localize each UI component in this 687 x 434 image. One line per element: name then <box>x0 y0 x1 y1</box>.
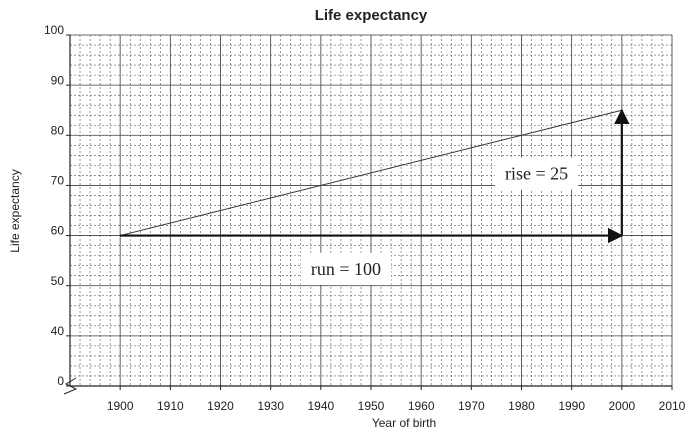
x-tick-label: 1940 <box>307 399 334 413</box>
y-tick-label: 50 <box>51 274 65 288</box>
x-tick-label: 1910 <box>157 399 184 413</box>
x-tick-label: 1960 <box>408 399 435 413</box>
y-tick-label: 70 <box>51 174 65 188</box>
annotation-box <box>494 157 579 190</box>
x-tick-label: 1900 <box>107 399 134 413</box>
x-tick-label: 1930 <box>257 399 284 413</box>
annotation: run = 100 <box>311 259 381 279</box>
annotation-box <box>300 252 391 285</box>
y-tick-label: 80 <box>51 123 65 137</box>
axis-break <box>63 377 78 395</box>
y-tick-label: 0 <box>57 374 64 388</box>
x-tick-label: 1980 <box>508 399 535 413</box>
y-axis-label: Life expectancy <box>8 169 22 252</box>
x-tick-label: 1920 <box>207 399 234 413</box>
y-tick-label: 40 <box>51 324 65 338</box>
x-axis-label: Year of birth <box>372 416 436 430</box>
y-tick-label: 60 <box>51 224 65 238</box>
x-tick-label: 2010 <box>659 399 686 413</box>
annotation: rise = 25 <box>505 164 568 184</box>
x-tick-label: 1950 <box>358 399 385 413</box>
y-tick-label: 90 <box>51 73 65 87</box>
x-tick-label: 1970 <box>458 399 485 413</box>
line <box>120 109 622 237</box>
chart-title: Life expectancy <box>315 7 428 24</box>
y-tick-label: 100 <box>44 23 64 37</box>
x-tick-label: 1990 <box>558 399 585 413</box>
x-tick-label: 2000 <box>608 399 635 413</box>
